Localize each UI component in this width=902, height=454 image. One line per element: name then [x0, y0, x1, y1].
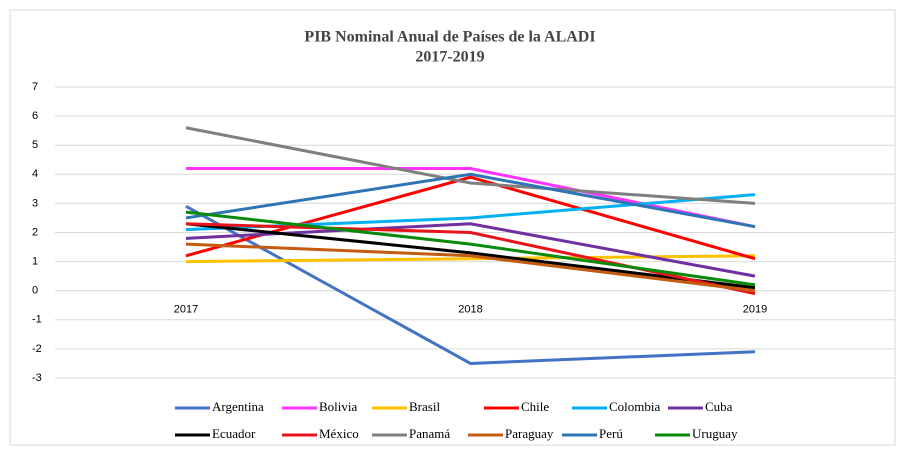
legend-label: Ecuador	[212, 426, 256, 441]
chart-title: PIB Nominal Anual de Países de la ALADI	[304, 29, 595, 46]
legend-label: Chile	[521, 399, 549, 414]
series-line	[185, 126, 756, 205]
chart-frame	[9, 9, 896, 446]
y-tick-label: -1	[32, 314, 42, 326]
y-tick-label: 3	[32, 197, 38, 209]
series-line	[185, 175, 756, 261]
legend-label: Argentina	[212, 399, 264, 414]
series-line	[185, 222, 756, 296]
series-line	[185, 204, 756, 365]
legend-label: Panamá	[409, 426, 450, 441]
chart-subtitle: 2017-2019	[415, 49, 484, 66]
y-tick-label: -2	[32, 343, 42, 355]
series-line	[185, 210, 756, 287]
x-tick-label: 2017	[174, 304, 198, 316]
legend-label: Cuba	[705, 399, 733, 414]
series-line	[185, 242, 756, 293]
legend-label: México	[319, 426, 359, 441]
series-line	[185, 222, 756, 290]
series-line	[186, 166, 756, 229]
y-tick-label: 6	[32, 110, 38, 122]
x-tick-label: 2018	[458, 304, 482, 316]
legend-label: Perú	[599, 426, 623, 441]
y-tick-label: -3	[32, 372, 42, 384]
legend-label: Paraguay	[505, 426, 554, 441]
series-line	[185, 172, 756, 229]
legend-label: Bolivia	[319, 399, 358, 414]
y-tick-label: 4	[32, 168, 38, 180]
y-tick-label: 2	[32, 226, 38, 238]
legend-label: Uruguay	[692, 426, 738, 441]
legend-label: Colombia	[609, 399, 661, 414]
y-tick-label: 7	[32, 81, 38, 93]
y-tick-label: 5	[32, 139, 38, 151]
x-tick-label: 2019	[743, 304, 767, 316]
legend-label: Brasil	[409, 399, 440, 414]
y-tick-label: 0	[32, 285, 38, 297]
y-tick-label: 1	[32, 256, 38, 268]
series-line	[185, 254, 756, 264]
